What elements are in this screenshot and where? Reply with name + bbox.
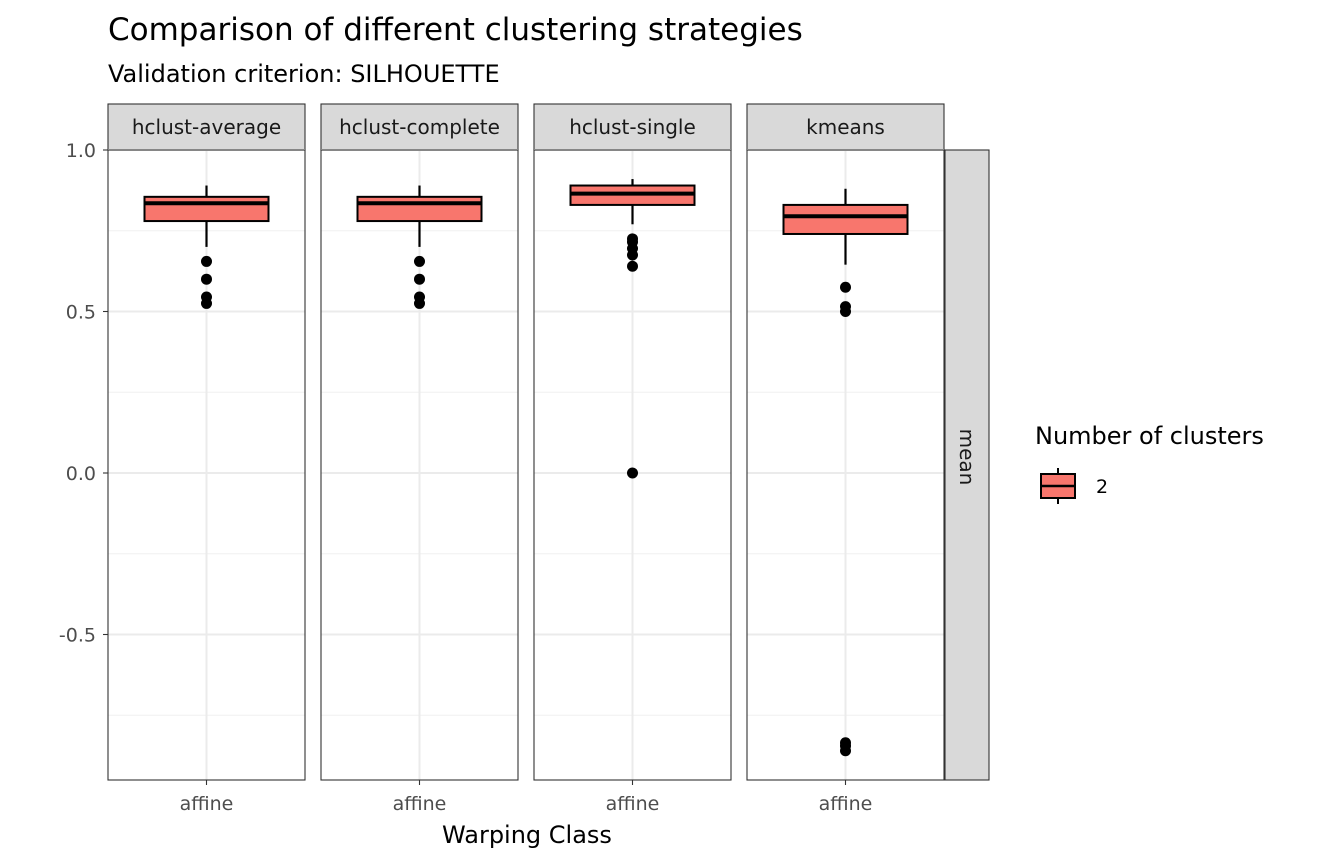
facet-strip-label: hclust-single	[569, 115, 696, 139]
outlier-point	[414, 273, 425, 285]
facet-panel-kmeans: kmeans affine	[746, 103, 945, 815]
box-iqr	[356, 195, 483, 223]
legend: Number of clusters 2	[1035, 422, 1264, 504]
facet-panels: hclust-average affine hclust-complete affin…	[107, 103, 990, 815]
box-iqr	[143, 195, 270, 223]
outlier-point	[627, 249, 638, 261]
box-iqr	[782, 203, 909, 235]
outlier-point	[627, 467, 638, 479]
outlier-point	[201, 273, 212, 285]
y-tick-label: 1.0	[66, 140, 96, 162]
facet-panel-hclust-single: hclust-single affine	[533, 103, 732, 815]
boxplot-hclust-complete	[356, 185, 483, 309]
outlier-point	[840, 745, 851, 757]
outlier-point	[414, 297, 425, 309]
outlier-point	[201, 255, 212, 267]
x-axis-title: Warping Class	[442, 821, 612, 849]
row-strip-box	[944, 149, 990, 781]
boxplot-hclust-average	[143, 185, 270, 309]
facet-strip	[107, 103, 306, 151]
legend-key	[1040, 468, 1076, 504]
facet-strip	[746, 103, 945, 151]
x-tick-label: affine	[393, 793, 447, 815]
facet-panel-hclust-average: hclust-average affine	[107, 103, 306, 815]
x-tick-label: affine	[606, 793, 660, 815]
y-tick-label: 0.5	[66, 302, 96, 324]
boxplot-kmeans	[782, 188, 909, 757]
outlier-point	[627, 260, 638, 272]
y-tick-label: -0.5	[59, 625, 96, 647]
facet-panel-hclust-complete: hclust-complete affine	[320, 103, 519, 815]
y-axis: 1.0 0.5 0.0 -0.5	[59, 140, 108, 647]
boxplot-hclust-single	[569, 179, 696, 479]
y-tick-label: 0.0	[66, 463, 96, 485]
chart-title: Comparison of different clustering strat…	[108, 12, 803, 48]
chart-subtitle: Validation criterion: SILHOUETTE	[108, 60, 500, 88]
facet-strip-label: hclust-average	[132, 115, 281, 139]
outlier-point	[840, 281, 851, 293]
legend-title: Number of clusters	[1035, 422, 1264, 450]
facet-strip-label: kmeans	[806, 115, 885, 139]
x-tick-label: affine	[180, 793, 234, 815]
outlier-point	[201, 297, 212, 309]
outlier-point	[414, 255, 425, 267]
legend-label: 2	[1096, 476, 1108, 498]
row-strip: mean	[944, 149, 990, 781]
facet-strip	[533, 103, 732, 151]
outlier-point	[840, 306, 851, 317]
x-tick-label: affine	[819, 793, 873, 815]
facet-strip-label: hclust-complete	[339, 115, 500, 139]
facet-strip	[320, 103, 519, 151]
row-strip-label: mean	[955, 429, 979, 486]
